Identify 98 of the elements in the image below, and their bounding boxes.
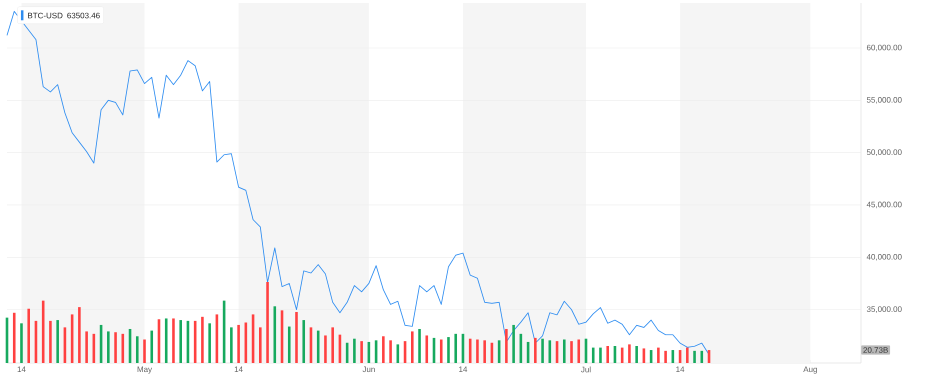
bar xyxy=(686,348,689,363)
bar xyxy=(490,342,494,363)
bar xyxy=(462,334,464,363)
bar xyxy=(172,318,175,363)
bar xyxy=(150,330,154,363)
bar xyxy=(447,337,450,363)
bar xyxy=(410,331,414,363)
bar xyxy=(700,350,704,363)
bar xyxy=(208,323,211,363)
bar xyxy=(201,316,204,363)
bar xyxy=(122,334,124,363)
bar xyxy=(577,340,580,363)
bar xyxy=(620,348,624,363)
bar xyxy=(252,314,254,363)
bar xyxy=(635,346,638,363)
bar xyxy=(346,342,348,363)
bar xyxy=(288,326,291,363)
bar xyxy=(548,340,552,363)
bar xyxy=(404,341,406,363)
bar xyxy=(678,350,682,363)
bar xyxy=(158,319,160,363)
bar xyxy=(194,320,196,363)
bar xyxy=(599,348,602,363)
bar xyxy=(143,340,146,363)
bar xyxy=(92,334,96,363)
bar xyxy=(360,341,363,363)
bar xyxy=(708,350,710,363)
bar xyxy=(432,338,436,363)
bar xyxy=(353,338,356,363)
bar xyxy=(136,336,139,363)
bar xyxy=(259,327,262,363)
bar xyxy=(628,344,631,363)
bar xyxy=(85,331,88,363)
bar xyxy=(382,336,385,363)
bar xyxy=(78,307,81,363)
bar xyxy=(556,341,558,363)
bar xyxy=(425,335,428,363)
bar xyxy=(454,334,458,363)
bar xyxy=(20,323,23,363)
bar xyxy=(483,340,486,363)
bar xyxy=(512,324,515,363)
bar xyxy=(374,340,378,363)
bar xyxy=(642,348,646,363)
bar xyxy=(237,324,240,363)
bar xyxy=(186,320,190,363)
bar xyxy=(562,340,566,363)
bar xyxy=(396,344,400,363)
bar xyxy=(570,341,573,363)
bar xyxy=(128,328,132,363)
bar xyxy=(324,335,327,363)
bar xyxy=(541,338,544,363)
bar xyxy=(310,327,312,363)
bar xyxy=(526,342,530,363)
bar xyxy=(389,340,392,363)
bar xyxy=(606,346,610,363)
bar xyxy=(42,300,44,363)
bar xyxy=(216,314,218,363)
bar xyxy=(316,330,320,363)
bar xyxy=(266,282,269,363)
bar xyxy=(592,348,595,363)
bar xyxy=(56,320,59,363)
bar xyxy=(664,350,667,363)
bar xyxy=(418,328,421,363)
bar xyxy=(64,327,66,363)
bar xyxy=(273,306,276,363)
bar xyxy=(179,320,182,363)
bar xyxy=(672,350,674,363)
bar xyxy=(657,348,660,363)
bar xyxy=(100,324,102,363)
bar xyxy=(6,318,8,363)
bar xyxy=(505,328,508,363)
bar xyxy=(584,338,588,363)
bar xyxy=(114,332,117,363)
bar xyxy=(107,331,110,363)
bar xyxy=(49,320,52,363)
bar xyxy=(520,334,522,363)
bar xyxy=(27,308,30,363)
bar xyxy=(230,327,233,363)
bar xyxy=(534,338,537,363)
bar xyxy=(476,340,479,363)
bar xyxy=(368,342,370,363)
bar xyxy=(70,314,74,363)
bar xyxy=(650,350,652,363)
bar xyxy=(498,340,500,363)
bar xyxy=(164,318,168,363)
bar xyxy=(295,312,298,363)
bar xyxy=(693,350,696,363)
bar xyxy=(244,322,248,363)
bar xyxy=(12,312,16,363)
bar xyxy=(331,327,334,363)
bar xyxy=(280,310,284,363)
bar xyxy=(468,338,472,363)
bar xyxy=(338,334,342,363)
bar xyxy=(222,300,226,363)
bar xyxy=(614,346,616,363)
bar xyxy=(440,340,443,363)
bar xyxy=(302,320,306,363)
bar xyxy=(34,320,38,363)
